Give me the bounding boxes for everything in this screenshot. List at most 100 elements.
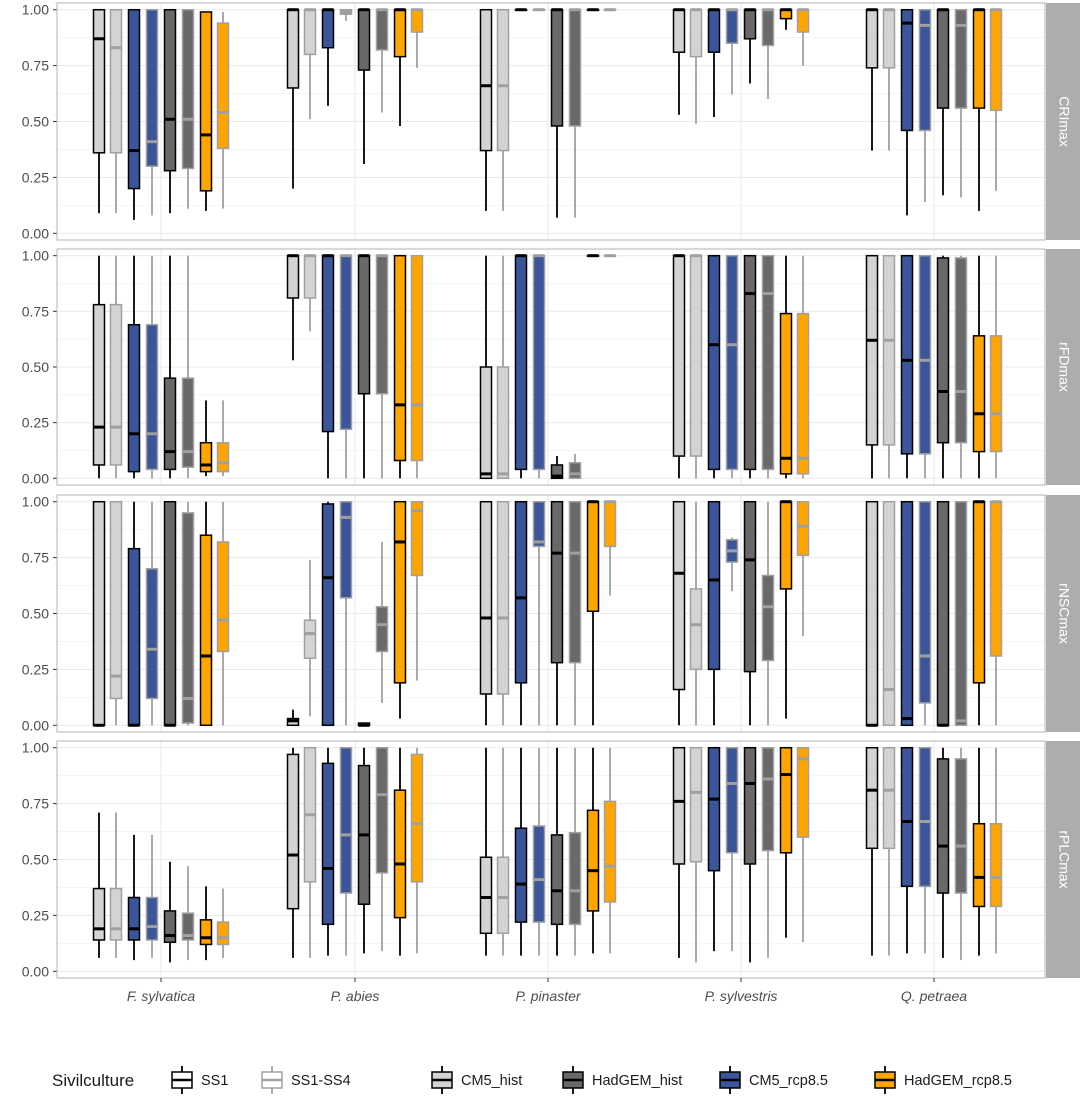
box-crimax-q-petraea-7	[972, 8, 986, 211]
box-body	[725, 8, 739, 44]
y-tick-label: 0.25	[22, 907, 49, 923]
box-body	[936, 758, 950, 894]
box-rnscmax-p-pinaster-7	[586, 500, 600, 726]
x-category-label: P. pinaster	[515, 988, 581, 1004]
box-body	[479, 856, 493, 935]
box-body	[109, 887, 123, 941]
box-rnscmax-f-sylvatica-8	[216, 501, 230, 726]
box-rnscmax-p-abies-4	[339, 500, 353, 726]
box-body	[145, 323, 159, 471]
panel-border	[56, 740, 1046, 979]
box-body	[109, 500, 123, 700]
facet-strip	[1046, 495, 1080, 732]
box-crimax-q-petraea-4	[918, 8, 932, 202]
box-crimax-q-petraea-5	[936, 8, 950, 196]
box-rplcmax-p-pinaster-2	[496, 747, 510, 956]
box-body	[163, 500, 177, 727]
box-rnscmax-p-pinaster-4	[532, 500, 546, 726]
box-body	[954, 500, 968, 727]
box-body	[127, 323, 141, 473]
box-rnscmax-f-sylvatica-6	[181, 501, 195, 726]
box-rfdmax-p-pinaster-1	[479, 255, 493, 480]
box-body	[550, 500, 564, 664]
box-body	[145, 896, 159, 941]
box-body	[672, 254, 686, 457]
box-rnscmax-p-sylvestris-1	[672, 500, 686, 726]
box-body	[918, 8, 932, 132]
box-rnscmax-p-sylvestris-4	[725, 537, 739, 592]
y-tick-label: 0.75	[22, 796, 49, 812]
box-body	[989, 8, 1003, 112]
box-body	[689, 254, 703, 457]
box-body	[410, 500, 424, 577]
panel-rfdmax: 0.00 0.25 0.50 0.75 1.00 rFDmax	[22, 248, 1080, 486]
box-rfdmax-f-sylvatica-5	[163, 255, 177, 479]
box-body	[339, 500, 353, 599]
box-crimax-f-sylvatica-8	[216, 11, 230, 209]
box-rplcmax-f-sylvatica-2	[109, 812, 123, 958]
box-rnscmax-q-petraea-8	[989, 500, 1003, 726]
box-body	[936, 257, 950, 444]
box-crimax-p-abies-6	[375, 8, 389, 113]
box-rfdmax-f-sylvatica-6	[181, 255, 195, 479]
box-rfdmax-p-pinaster-6	[568, 453, 582, 480]
box-rfdmax-p-sylvestris-4	[725, 254, 739, 479]
box-rfdmax-p-abies-3	[321, 254, 335, 479]
box-body	[796, 312, 810, 475]
panel-border	[56, 2, 1046, 241]
box-rplcmax-p-sylvestris-6	[761, 746, 775, 958]
box-rnscmax-p-pinaster-5	[550, 500, 564, 726]
box-rplcmax-p-sylvestris-4	[725, 746, 739, 952]
box-body	[689, 588, 703, 671]
box-rfdmax-f-sylvatica-1	[92, 255, 106, 479]
box-body	[796, 746, 810, 838]
legend: Sivilculture SS1 SS1-SS4 CM5_hist HadGEM_his…	[52, 1066, 1012, 1094]
box-rnscmax-p-abies-7	[393, 500, 407, 719]
box-body	[865, 500, 879, 727]
facet-strip	[1046, 249, 1080, 485]
box-body	[199, 919, 213, 946]
box-body	[865, 746, 879, 850]
box-rnscmax-p-pinaster-3	[514, 500, 528, 726]
box-body	[532, 500, 546, 548]
box-rplcmax-f-sylvatica-4	[145, 834, 159, 958]
box-rfdmax-p-sylvestris-2	[689, 254, 703, 479]
box-rnscmax-q-petraea-6	[954, 500, 968, 727]
box-rplcmax-p-pinaster-4	[532, 747, 546, 956]
box-body	[882, 746, 896, 850]
box-body	[479, 8, 493, 152]
box-body	[375, 254, 389, 395]
box-rfdmax-p-abies-6	[375, 254, 389, 479]
box-rnscmax-p-pinaster-6	[568, 500, 582, 726]
box-body	[92, 500, 106, 727]
box-body	[163, 377, 177, 471]
box-body	[393, 254, 407, 462]
box-body	[550, 464, 564, 480]
box-body	[496, 856, 510, 935]
box-rfdmax-p-abies-1	[286, 254, 300, 361]
y-tick-label: 0.00	[22, 225, 49, 241]
box-body	[672, 500, 686, 691]
box-body	[216, 441, 230, 473]
box-body	[586, 809, 600, 912]
box-body	[145, 568, 159, 700]
box-body	[127, 896, 141, 941]
box-crimax-p-pinaster-3	[514, 8, 528, 12]
box-body	[743, 254, 757, 471]
facet-label: rPLCmax	[1056, 830, 1072, 888]
box-body	[181, 8, 195, 170]
box-body	[972, 335, 986, 453]
box-rplcmax-p-abies-1	[286, 747, 300, 958]
box-rplcmax-p-abies-6	[375, 746, 389, 952]
box-rfdmax-p-pinaster-2	[496, 255, 510, 480]
box-rfdmax-q-petraea-3	[900, 254, 914, 479]
box-body	[303, 619, 317, 659]
box-body	[127, 8, 141, 190]
box-crimax-f-sylvatica-2	[109, 8, 123, 214]
box-rfdmax-p-abies-2	[303, 254, 317, 332]
box-body	[163, 8, 177, 172]
box-body	[127, 547, 141, 727]
box-body	[92, 887, 106, 941]
box-rfdmax-q-petraea-7	[972, 255, 986, 479]
box-body	[109, 8, 123, 154]
